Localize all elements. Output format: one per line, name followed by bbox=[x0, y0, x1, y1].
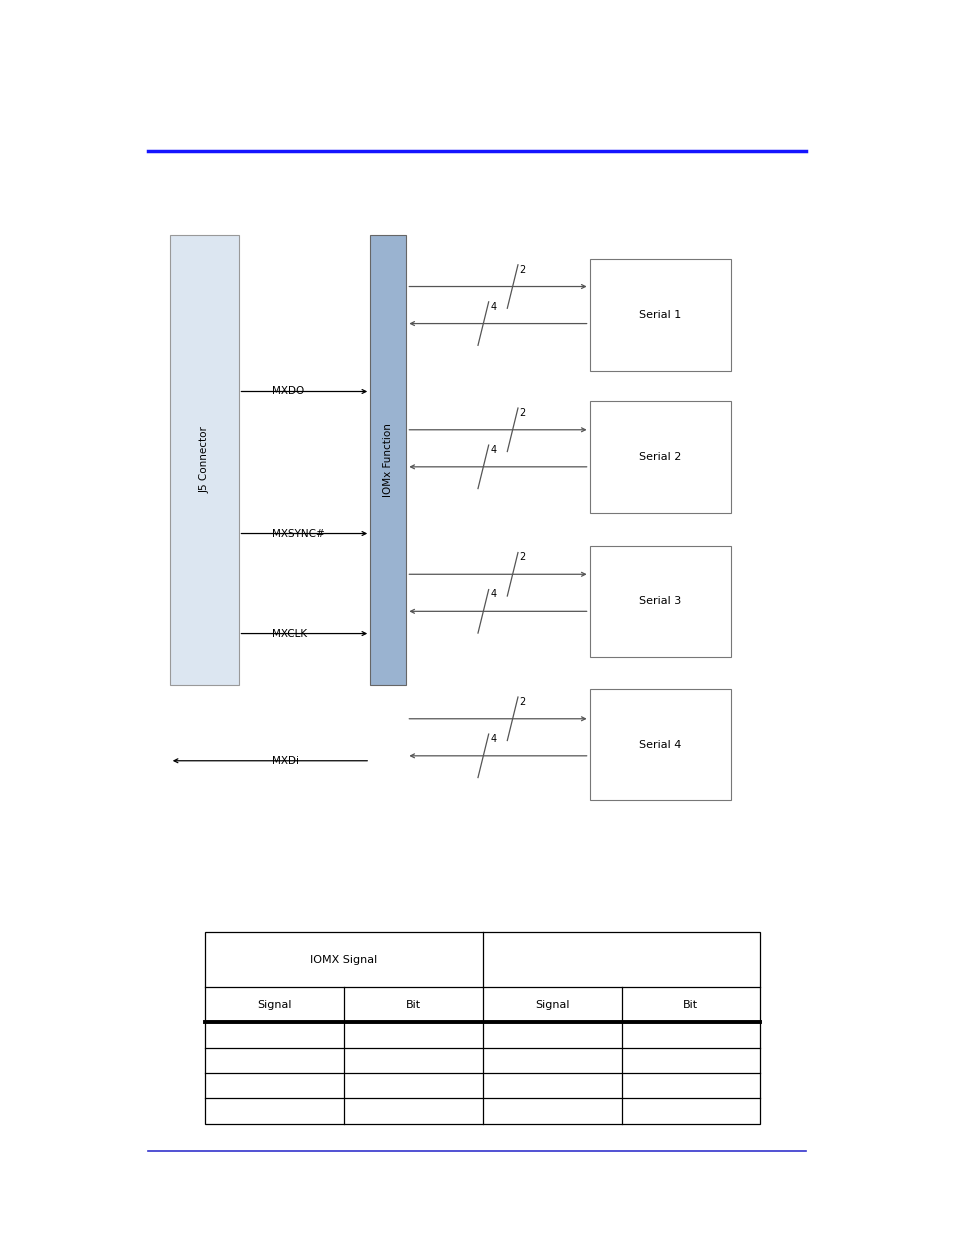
Bar bbox=[589, 546, 730, 657]
Text: MXDi: MXDi bbox=[272, 756, 298, 766]
Text: 2: 2 bbox=[519, 408, 525, 417]
Bar bbox=[589, 401, 730, 513]
Text: Signal: Signal bbox=[257, 999, 292, 1010]
Text: MXDO: MXDO bbox=[272, 387, 304, 396]
Text: 4: 4 bbox=[490, 445, 496, 454]
Text: MXCLK: MXCLK bbox=[272, 629, 307, 638]
Text: 2: 2 bbox=[519, 264, 525, 274]
Text: Serial 4: Serial 4 bbox=[639, 740, 680, 750]
Text: Bit: Bit bbox=[405, 999, 420, 1010]
Text: IOMx Function: IOMx Function bbox=[383, 424, 393, 496]
Bar bbox=[589, 689, 730, 800]
Text: Serial 1: Serial 1 bbox=[639, 310, 680, 320]
Bar bbox=[170, 235, 238, 685]
Bar bbox=[589, 259, 730, 370]
Text: Signal: Signal bbox=[535, 999, 569, 1010]
Text: Serial 3: Serial 3 bbox=[639, 597, 680, 606]
Text: J5 Connector: J5 Connector bbox=[199, 426, 209, 494]
Text: 4: 4 bbox=[490, 589, 496, 599]
Text: Bit: Bit bbox=[682, 999, 698, 1010]
Bar bbox=[205, 932, 760, 1124]
Text: 4: 4 bbox=[490, 301, 496, 311]
Text: Serial 2: Serial 2 bbox=[639, 452, 680, 462]
Text: 2: 2 bbox=[519, 697, 525, 706]
Text: IOMX Signal: IOMX Signal bbox=[310, 955, 377, 965]
Text: 4: 4 bbox=[490, 734, 496, 743]
Text: 2: 2 bbox=[519, 552, 525, 562]
Text: MXSYNC#: MXSYNC# bbox=[272, 529, 324, 538]
Bar bbox=[370, 235, 406, 685]
